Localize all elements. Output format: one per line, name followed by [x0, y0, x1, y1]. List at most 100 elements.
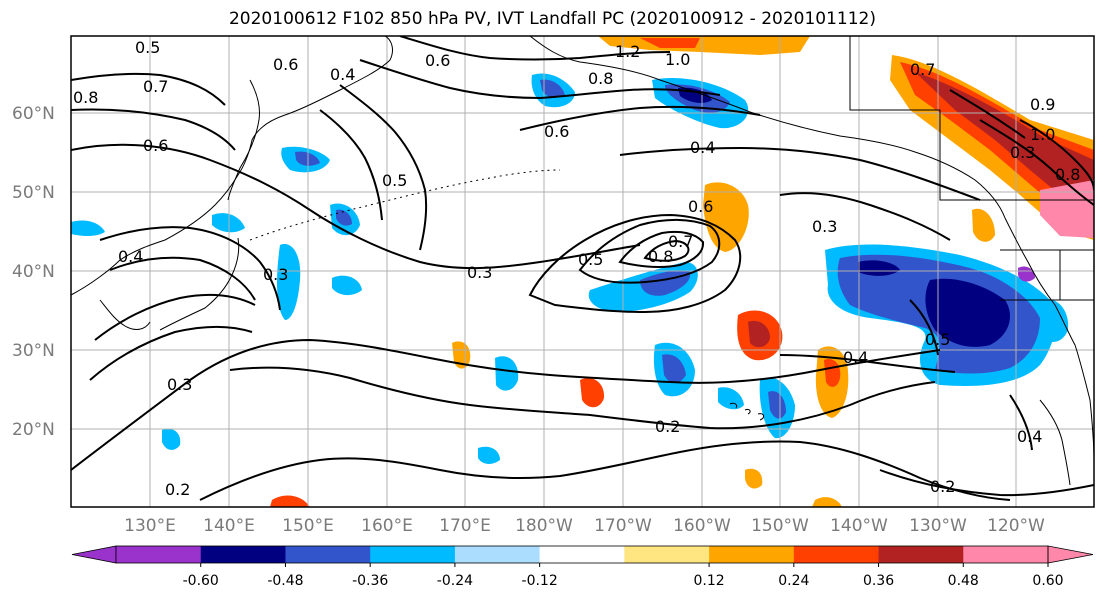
negative-anomaly-north-mid	[540, 79, 565, 98]
contour-label: 0.4	[843, 348, 868, 367]
contour-0.4-alaska	[619, 146, 981, 201]
contour-0.7-loop	[618, 230, 705, 268]
contour-0.4-south	[229, 366, 936, 430]
na-west-coast	[1004, 217, 1094, 461]
negative-anomaly-east-patch	[858, 260, 900, 276]
colorbar-tick-label: 0.60	[1032, 573, 1063, 589]
colorbar: -0.60 -0.48 -0.36 -0.24 -0.12 0.12 0.24 0.36 0.4…	[71, 545, 1094, 589]
colorbar-tick-label: -0.24	[437, 573, 473, 589]
contour-east-0.5	[909, 299, 939, 356]
contour-label: 0.3	[812, 217, 837, 236]
contour-0.5-loop	[528, 213, 742, 314]
map-frame	[70, 35, 1095, 508]
colorbar-arrow-right	[1047, 545, 1094, 564]
colorbar-ticks: -0.60 -0.48 -0.36 -0.24 -0.12 0.12 0.24 0.36 0.4…	[183, 563, 1064, 589]
colorbar-tick-label: 0.12	[694, 573, 725, 589]
latitude-labels: 60°N 50°N 40°N 30°N 20°N	[12, 104, 55, 440]
contour-label: 0.3	[1010, 143, 1035, 162]
contour-north-1	[399, 36, 671, 61]
contour-west-5	[94, 293, 256, 341]
contour-0.4-east-loop	[1009, 394, 1033, 451]
lon-label: 140°E	[203, 516, 255, 536]
contour-east-0.8	[979, 119, 1094, 206]
colorbar-tick-label: -0.36	[352, 573, 388, 589]
contour-west-4	[109, 256, 256, 301]
contour-label: 0.7	[910, 60, 935, 79]
contour-0.3-south	[71, 338, 941, 471]
negative-anomaly-south-3	[718, 387, 744, 410]
negative-anomaly-east-purple	[1018, 266, 1035, 282]
lon-label: 180°W	[515, 516, 573, 536]
contour-label: 0.7	[668, 232, 693, 251]
negative-anomaly-south-2-mid	[768, 391, 786, 419]
positive-anomaly-center-north	[703, 182, 749, 252]
contour-label: 0.8	[73, 88, 98, 107]
contour-0.2-south	[199, 440, 1011, 501]
negative-anomaly-japan	[277, 244, 301, 320]
colorbar-arrow-left	[71, 545, 117, 564]
lat-label-30n: 30°N	[12, 341, 55, 361]
baja-coast	[1039, 399, 1071, 486]
colorbar-segment	[285, 546, 371, 563]
lon-label: 170°E	[439, 516, 491, 536]
lon-label: 160°W	[673, 516, 731, 536]
colorbar-segment	[793, 546, 880, 563]
lon-label: 120°W	[987, 516, 1045, 536]
lon-label: 150°E	[282, 516, 334, 536]
positive-anomaly-small-4	[812, 497, 842, 507]
contour-label: 0.2	[655, 417, 680, 436]
contour-label: 0.7	[143, 77, 168, 96]
colorbar-tick-label: 0.48	[948, 573, 979, 589]
colorbar-segment	[200, 546, 286, 563]
negative-anomaly-nw-mid	[336, 209, 352, 226]
contour-label: 0.5	[925, 330, 950, 349]
contour-label: 0.2	[165, 480, 190, 499]
colorbar-tick-label: 0.24	[778, 573, 809, 589]
colorbar-segment	[878, 546, 964, 563]
contour-label: 0.6	[544, 122, 569, 141]
colorbar-segment	[539, 546, 625, 563]
kamchatka-coast	[227, 79, 261, 201]
colorbar-segments	[71, 545, 1094, 564]
korea-coast	[99, 299, 151, 330]
contour-west-3	[99, 226, 281, 311]
contour-label: 0.6	[143, 136, 168, 155]
colorbar-segment	[370, 546, 456, 563]
contour-label: 0.5	[578, 250, 603, 269]
colorbar-segment	[116, 546, 202, 563]
lon-label: 160°E	[361, 516, 413, 536]
negative-anomaly-east-core	[925, 278, 1010, 347]
negative-anomaly-south-6	[162, 428, 181, 450]
negative-anomaly-east-south	[1040, 298, 1069, 342]
positive-anomaly-small-1	[452, 341, 471, 369]
negative-anomaly-west	[71, 220, 105, 236]
lon-label: 170°W	[594, 516, 652, 536]
positive-anomaly-small-5	[745, 468, 763, 489]
contour-label: 0.4	[690, 138, 715, 157]
contour-0.3-main	[71, 143, 641, 270]
us-state-lines	[1000, 249, 1094, 301]
contour-0.6-loop	[578, 218, 721, 284]
contour-label: 0.9	[1030, 95, 1055, 114]
contour-0.6-upper	[519, 105, 761, 131]
contour-west-1	[71, 72, 226, 106]
colorbar-tick-label: 0.36	[863, 573, 894, 589]
colorbar-segment	[454, 546, 541, 563]
lon-label: 150°W	[751, 516, 809, 536]
contour-label: 0.8	[1055, 165, 1080, 184]
coastlines	[71, 36, 1094, 486]
negative-anomaly-south-5	[478, 446, 500, 464]
lon-label: 130°E	[124, 516, 176, 536]
positive-anomaly-small-6	[972, 208, 995, 242]
positive-anomaly-small-2	[580, 378, 605, 408]
contour-0.4-east-line	[779, 354, 956, 373]
lon-label: 130°W	[909, 516, 967, 536]
lat-label-40n: 40°N	[12, 262, 55, 282]
canada-border	[849, 36, 1094, 201]
contour-label: 0.4	[330, 65, 355, 84]
colorbar-segment	[963, 546, 1049, 563]
negative-anomaly-south-4	[495, 356, 519, 391]
contour-label: 0.8	[648, 247, 673, 266]
colorbar-tick-label: -0.48	[267, 573, 303, 589]
negative-anomaly-south-1-mid	[662, 354, 686, 383]
